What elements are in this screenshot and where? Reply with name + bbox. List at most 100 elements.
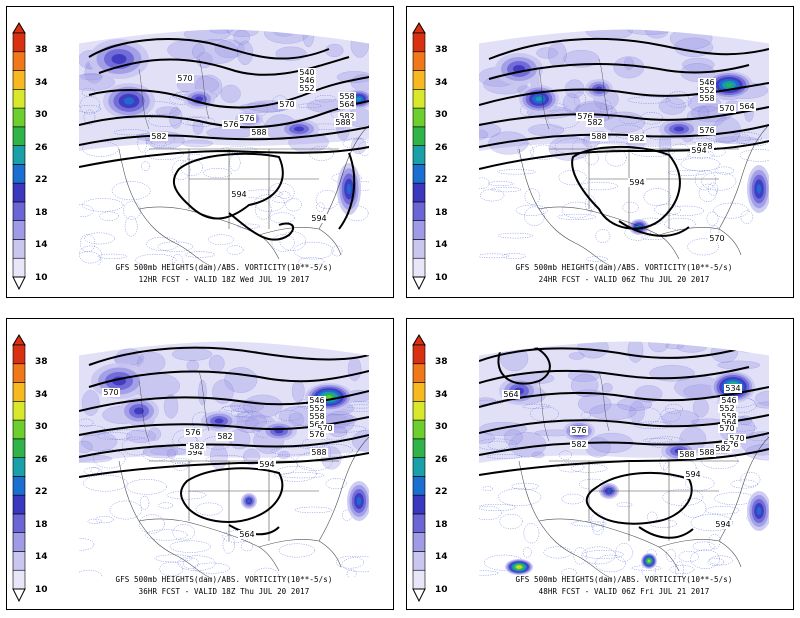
contour-label: 576 [699, 126, 714, 135]
contour-label: 546 [721, 396, 736, 405]
map-graphic: 5465525585645705765825885945945645705765… [79, 341, 369, 577]
height-contour [479, 347, 740, 362]
colorbar-tick-label: 14 [435, 552, 448, 562]
contour-label: 594 [231, 190, 246, 199]
height-contour [488, 63, 750, 80]
colorbar-tick-label: 34 [35, 77, 48, 88]
colorbar-tick-label: 18 [435, 207, 448, 218]
colorbar-tick-label: 18 [435, 519, 448, 530]
height-contour [88, 370, 369, 388]
contour-label: 558 [339, 92, 354, 101]
contour-label: 582 [629, 134, 644, 143]
contour-label: 564 [339, 100, 354, 109]
colorbar: 38 34 30 26 22 18 14 10 [407, 7, 448, 297]
contour-label: 594 [187, 448, 202, 457]
panel-title: GFS 500mb HEIGHTS(dam)/ABS. VORTICITY(10… [115, 575, 333, 584]
colorbar-tick-label: 30 [35, 422, 48, 432]
colorbar-tick-label: 18 [35, 207, 48, 218]
contour-label: 570 [103, 388, 118, 397]
contour-label: 576 [185, 428, 200, 437]
panel-36hr: 3834302622181410546552558564570576582588… [6, 318, 394, 610]
colorbar-tick-label: 18 [35, 519, 48, 530]
contour-label: 582 [151, 132, 166, 141]
height-contour [98, 56, 350, 76]
colorbar-tick-label: 26 [435, 454, 448, 465]
colorbar-graphic [412, 22, 426, 291]
panel-48hr: 38 34 30 26 22 18 14 10 534 546 552 558 564 570 576 582… [406, 318, 794, 610]
colorbar-tick-label: 26 [35, 454, 48, 465]
contour-label: 546 [299, 76, 314, 85]
contour-label: 576 [309, 430, 324, 439]
colorbar-tick-label: 26 [35, 142, 48, 153]
height-contour [88, 346, 369, 366]
colorbar-tick-label: 22 [435, 487, 448, 497]
contour-label: 570 [317, 424, 332, 433]
contour-label: 576 [571, 426, 586, 435]
colorbar-tick-label: 38 [35, 357, 48, 367]
contour-label: 594 [685, 470, 700, 479]
contour-label: 594 [691, 146, 706, 155]
contour-label: 588 [335, 118, 350, 127]
contour-label: 582 [587, 118, 602, 127]
colorbar-tick-label: 38 [435, 45, 448, 55]
colorbar-tick-label: 30 [35, 110, 48, 120]
colorbar-tick-label: 38 [35, 45, 48, 55]
contour-label: 540 [299, 68, 314, 77]
height-contour [479, 448, 769, 476]
height-contour [638, 526, 694, 539]
contour-label: 570 [709, 234, 724, 243]
contour-label: 570 [729, 434, 744, 443]
colorbar-graphic [12, 22, 26, 291]
contour-label: 588 [311, 448, 326, 457]
colorbar-tick-label: 34 [435, 77, 448, 88]
height-contour [479, 82, 769, 106]
contour-label: 588 [699, 448, 714, 457]
contour-label: 588 [591, 132, 606, 141]
contour-label: 564 [503, 390, 518, 399]
colorbar-tick-label: 22 [35, 175, 48, 185]
contour-label: 558 [721, 412, 736, 421]
panel-24hr: 3834302622181410546552558564570576582588… [406, 6, 794, 298]
contour-label: 594 [715, 520, 730, 529]
height-contour [79, 146, 369, 168]
height-contour [180, 467, 284, 523]
panel-subtitle: 24HR FCST - VALID 06Z Thu JUL 20 2017 [538, 275, 710, 284]
panel-subtitle: 48HR FCST - VALID 06Z Fri JUL 21 2017 [538, 587, 710, 596]
contour-label: 564 [239, 530, 254, 539]
contour-label: 582 [217, 432, 232, 441]
contour-label: 582 [715, 444, 730, 453]
colorbar-tick-label: 10 [35, 272, 48, 283]
contour-label: 570 [719, 104, 734, 113]
contour-label: 534 [725, 384, 740, 393]
forecast-map: 5465525585645705765825885945945705765825… [479, 29, 769, 265]
colorbar-tick-label: 14 [435, 240, 448, 250]
colorbar: 38 34 30 26 22 18 14 10 [7, 319, 48, 609]
colorbar-tick-label: 34 [435, 389, 448, 400]
height-contour [79, 452, 369, 478]
height-contour [479, 366, 750, 384]
map-graphic: 5345465525585645705765825885945945645705… [479, 341, 769, 577]
contour-label: 576 [223, 120, 238, 129]
height-contour [585, 471, 693, 525]
panel-subtitle: 36HR FCST - VALID 18Z Thu JUL 20 2017 [138, 587, 310, 596]
contour-label: 570 [177, 74, 192, 83]
colorbar-tick-label: 14 [35, 240, 48, 250]
contour-label: 588 [251, 128, 266, 137]
colorbar-tick-label: 34 [35, 389, 48, 400]
colorbar-graphic [12, 334, 26, 603]
contour-label: 594 [311, 214, 326, 223]
height-contour [79, 126, 369, 146]
colorbar-tick-label: 14 [35, 552, 48, 562]
forecast-map: 5465525585645705765825885945945645705765… [79, 341, 369, 577]
contour-label: 576 [577, 112, 592, 121]
contour-label: 582 [571, 440, 586, 449]
colorbar: 38 34 30 26 22 18 14 10 [7, 7, 48, 297]
height-contour [228, 212, 295, 241]
colorbar: 38 34 30 26 22 18 14 10 [407, 319, 448, 609]
contour-label: 552 [309, 404, 324, 413]
contour-label: 570 [279, 100, 294, 109]
colorbar-tick-label: 30 [435, 110, 448, 120]
height-contour [488, 37, 769, 60]
height-contour [479, 386, 769, 408]
